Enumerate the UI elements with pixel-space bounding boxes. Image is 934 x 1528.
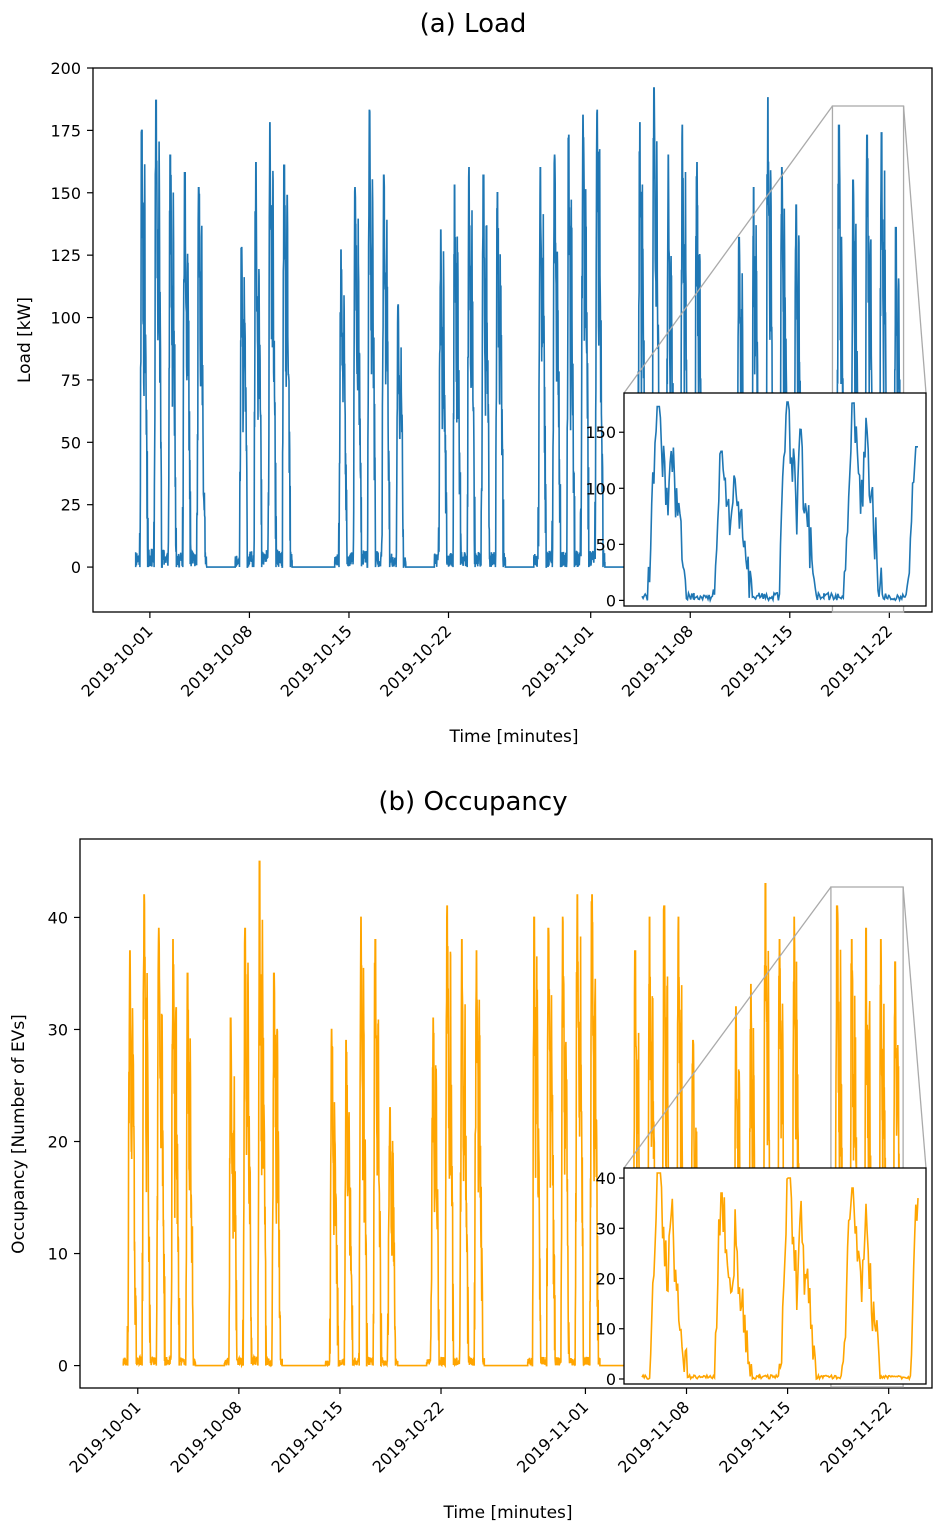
- series-line: [134, 87, 905, 569]
- plot-frame: [79, 838, 933, 1389]
- x-tick-label: 2019-11-22: [817, 621, 896, 700]
- x-tick-label: 2019-10-08: [166, 1397, 245, 1476]
- y-axis-label: Occupancy [Number of EVs]: [9, 1014, 29, 1254]
- x-tick-label: 2019-11-22: [816, 1397, 895, 1476]
- plot-frame: [92, 67, 933, 613]
- zoom-connector: [623, 886, 832, 1169]
- y-tick-label: 10: [48, 1245, 68, 1264]
- x-tick-label: 2019-10-15: [268, 1397, 347, 1476]
- inset-y-tick-label: 40: [596, 1169, 616, 1188]
- occupancy-chart-panel: (b) Occupancy Time [minutes] Occupancy […: [0, 764, 934, 1528]
- x-axis-label: Time [minutes]: [442, 1503, 572, 1523]
- y-tick-label: 50: [61, 433, 81, 452]
- x-tick-label: 2019-11-15: [715, 1397, 794, 1476]
- chart-title: (b) Occupancy: [378, 787, 567, 817]
- x-axis-label: Time [minutes]: [448, 727, 578, 747]
- x-tick-label: 2019-11-08: [618, 621, 697, 700]
- y-tick-label: 0: [58, 1357, 68, 1376]
- x-tick-label: 2019-11-01: [518, 621, 597, 700]
- y-tick-label: 150: [50, 184, 81, 203]
- inset-frame: [623, 392, 927, 607]
- inset-series-line: [641, 1172, 919, 1382]
- x-tick-label: 2019-10-15: [277, 621, 356, 700]
- load-chart: (a) Load Time [minutes] Load [kW] 0 25 50 7…: [15, 9, 933, 747]
- x-tick-label: 2019-10-01: [78, 621, 157, 700]
- zoom-connector: [902, 105, 927, 394]
- inset-y-tick-label: 30: [596, 1219, 616, 1238]
- inset-y-tick-label: 0: [606, 1370, 616, 1389]
- y-tick-label: 125: [50, 246, 81, 265]
- inset-y-tick-label: 10: [596, 1320, 616, 1339]
- y-tick-label: 200: [50, 59, 81, 78]
- y-tick-label: 75: [61, 371, 81, 390]
- x-tick-label: 2019-10-08: [177, 621, 256, 700]
- y-tick-label: 25: [61, 496, 81, 515]
- load-chart-panel: (a) Load Time [minutes] Load [kW] 0 25 50 7…: [15, 9, 933, 747]
- inset-background: [624, 1168, 926, 1384]
- y-tick-label: 40: [48, 908, 68, 927]
- y-axis-label: Load [kW]: [15, 297, 35, 383]
- x-tick-label: 2019-11-15: [717, 621, 796, 700]
- inset-y-tick-label: 0: [606, 591, 616, 610]
- inset-frame: [623, 1167, 927, 1385]
- y-tick-label: 100: [50, 309, 81, 328]
- inset-y-tick-label: 50: [596, 535, 616, 554]
- x-tick-label: 2019-11-01: [513, 1397, 592, 1476]
- x-tick-label: 2019-11-08: [614, 1397, 693, 1476]
- zoom-connector: [902, 886, 927, 1169]
- inset-y-tick-label: 100: [585, 479, 616, 498]
- zoom-box: [830, 886, 904, 1388]
- inset-series-line: [641, 401, 918, 604]
- zoom-connector: [623, 105, 833, 394]
- y-tick-label: 30: [48, 1020, 68, 1039]
- x-tick-label: 2019-10-01: [65, 1397, 144, 1476]
- y-tick-label: 20: [48, 1133, 68, 1152]
- y-tick-label: 0: [71, 558, 81, 577]
- inset-y-tick-label: 150: [585, 423, 616, 442]
- x-tick-label: 2019-10-22: [369, 1397, 448, 1476]
- zoom-box: [831, 105, 905, 613]
- series-line: [122, 860, 904, 1369]
- chart-title: (a) Load: [420, 9, 527, 39]
- occupancy-chart: (b) Occupancy Time [minutes] Occupancy […: [9, 787, 933, 1523]
- x-tick-label: 2019-10-22: [376, 621, 455, 700]
- inset-y-tick-label: 20: [596, 1270, 616, 1289]
- y-tick-label: 175: [50, 121, 81, 140]
